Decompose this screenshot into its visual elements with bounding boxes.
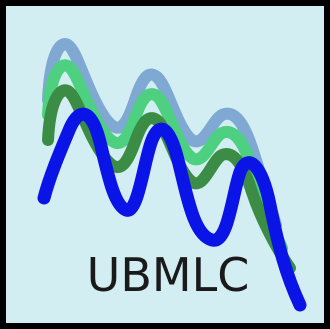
wave-light-blue	[42, 38, 282, 231]
wave-dark-green	[42, 84, 296, 274]
wave-blue	[37, 107, 307, 312]
logo-wordmark: UBMLC	[86, 248, 250, 302]
